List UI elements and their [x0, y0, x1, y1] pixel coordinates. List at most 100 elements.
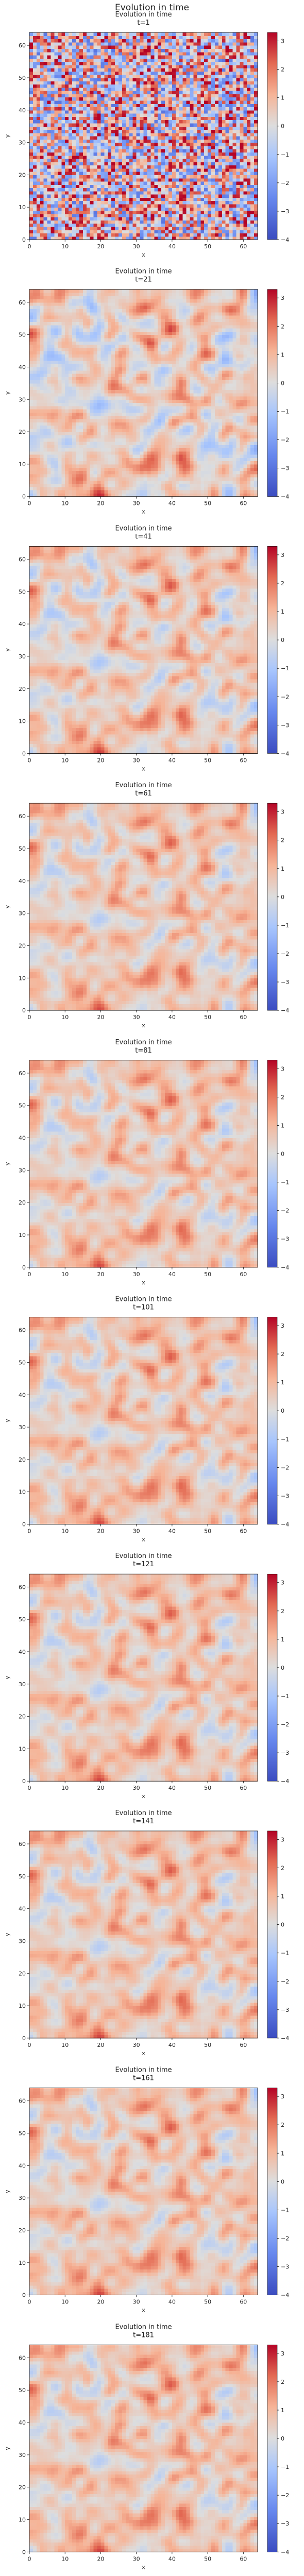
y-tick-label: 30 [19, 2452, 26, 2459]
colorbar-tick-label: −2 [281, 1978, 289, 1985]
x-tick-label: 30 [133, 1271, 140, 1278]
y-tick-label: 40 [19, 621, 26, 628]
y-tick-label: 50 [19, 845, 26, 852]
x-tick-label: 20 [97, 500, 104, 507]
x-tick-label: 60 [240, 2555, 247, 2562]
y-tick-label: 30 [19, 1938, 26, 1944]
colorbar-tick-label: 3 [281, 552, 284, 558]
y-axis-label: y [4, 2190, 11, 2193]
colorbar-tick-label: 1 [281, 95, 284, 101]
colorbar-tick-label: −3 [281, 722, 289, 728]
heatmap [29, 546, 258, 754]
x-tick-label: 50 [204, 757, 211, 764]
colorbar-tick-label: 0 [281, 1151, 284, 1158]
panel-subtitle: t=121 [133, 1561, 154, 1568]
y-tick-label: 40 [19, 2162, 26, 2169]
x-tick-label: 40 [168, 243, 176, 250]
x-tick-label: 10 [61, 1014, 69, 1021]
colorbar-tick-label: −1 [281, 2464, 289, 2470]
x-tick-label: 60 [240, 1014, 247, 1021]
y-tick-label: 10 [19, 204, 26, 211]
x-tick-label: 40 [168, 1014, 176, 1021]
colorbar-tick-label: −1 [281, 151, 289, 158]
colorbar-tick-label: −4 [281, 1778, 289, 1785]
y-tick-label: 0 [22, 750, 26, 757]
y-tick-label: 10 [19, 1232, 26, 1239]
colorbar-tick-label: −1 [281, 2207, 289, 2213]
x-tick-label: 40 [168, 2299, 176, 2306]
panel-title: Evolution in time [115, 782, 172, 789]
x-tick-label: 30 [133, 2299, 140, 2306]
colorbar [267, 2088, 277, 2295]
y-axis-label: y [4, 1162, 11, 1165]
colorbar-tick-label: 2 [281, 1351, 284, 1358]
colorbar-tick-label: −4 [281, 750, 289, 757]
x-axis-label: x [142, 509, 145, 515]
colorbar-tick-label: −1 [281, 1436, 289, 1443]
colorbar-tick-label: 0 [281, 1922, 284, 1928]
y-tick-label: 60 [19, 2354, 26, 2361]
y-axis-label: y [4, 905, 11, 908]
x-tick-label: 10 [61, 243, 69, 250]
colorbar-tick-label: 3 [281, 38, 284, 45]
panel-title: Evolution in time [115, 11, 172, 19]
colorbar-tick-label: −4 [281, 1264, 289, 1271]
heatmap [29, 803, 258, 1011]
colorbar-tick-label: 2 [281, 1865, 284, 1871]
colorbar-tick-label: −2 [281, 437, 289, 444]
heatmap [29, 1317, 258, 1525]
x-tick-label: 60 [240, 500, 247, 507]
colorbar [267, 1831, 277, 2038]
colorbar-tick-label: −2 [281, 951, 289, 957]
colorbar-tick-label: 1 [281, 1636, 284, 1643]
y-tick-label: 40 [19, 364, 26, 370]
colorbar-tick-label: 0 [281, 894, 284, 901]
colorbar-tick-label: −4 [281, 2035, 289, 2042]
colorbar-tick-label: 1 [281, 1893, 284, 1900]
y-tick-label: 0 [22, 2549, 26, 2555]
colorbar-tick-label: −2 [281, 180, 289, 187]
x-tick-label: 50 [204, 2555, 211, 2562]
colorbar-tick-label: 0 [281, 380, 284, 386]
y-tick-label: 0 [22, 1007, 26, 1014]
y-tick-label: 30 [19, 910, 26, 917]
x-tick-label: 50 [204, 1014, 211, 1021]
x-tick-label: 40 [168, 2555, 176, 2562]
y-tick-label: 0 [22, 1521, 26, 1528]
colorbar-tick-label: −1 [281, 1950, 289, 1957]
panel-title: Evolution in time [115, 268, 172, 276]
y-tick-label: 40 [19, 1649, 26, 1655]
y-tick-label: 30 [19, 1681, 26, 1688]
x-tick-label: 20 [97, 243, 104, 250]
colorbar-tick-label: 3 [281, 295, 284, 301]
y-tick-label: 40 [19, 878, 26, 885]
panel-title: Evolution in time [115, 524, 172, 532]
x-axis-label: x [142, 765, 145, 772]
panel-title: Evolution in time [115, 2323, 172, 2331]
y-tick-label: 40 [19, 1392, 26, 1398]
y-axis-label: y [4, 2447, 11, 2450]
x-tick-label: 0 [28, 1014, 31, 1021]
y-tick-label: 10 [19, 2260, 26, 2266]
y-tick-label: 30 [19, 396, 26, 403]
y-tick-label: 20 [19, 1456, 26, 1463]
y-tick-label: 0 [22, 2035, 26, 2042]
panel-subtitle: t=101 [133, 1304, 154, 1312]
colorbar-tick-label: −3 [281, 1493, 289, 1499]
x-tick-label: 30 [133, 1014, 140, 1021]
y-tick-label: 20 [19, 429, 26, 435]
colorbar-tick-label: 2 [281, 66, 284, 73]
y-tick-label: 20 [19, 2227, 26, 2234]
y-tick-label: 0 [22, 1778, 26, 1785]
x-tick-label: 40 [168, 1528, 176, 1535]
x-tick-label: 10 [61, 1785, 69, 1791]
x-tick-label: 30 [133, 2555, 140, 2562]
